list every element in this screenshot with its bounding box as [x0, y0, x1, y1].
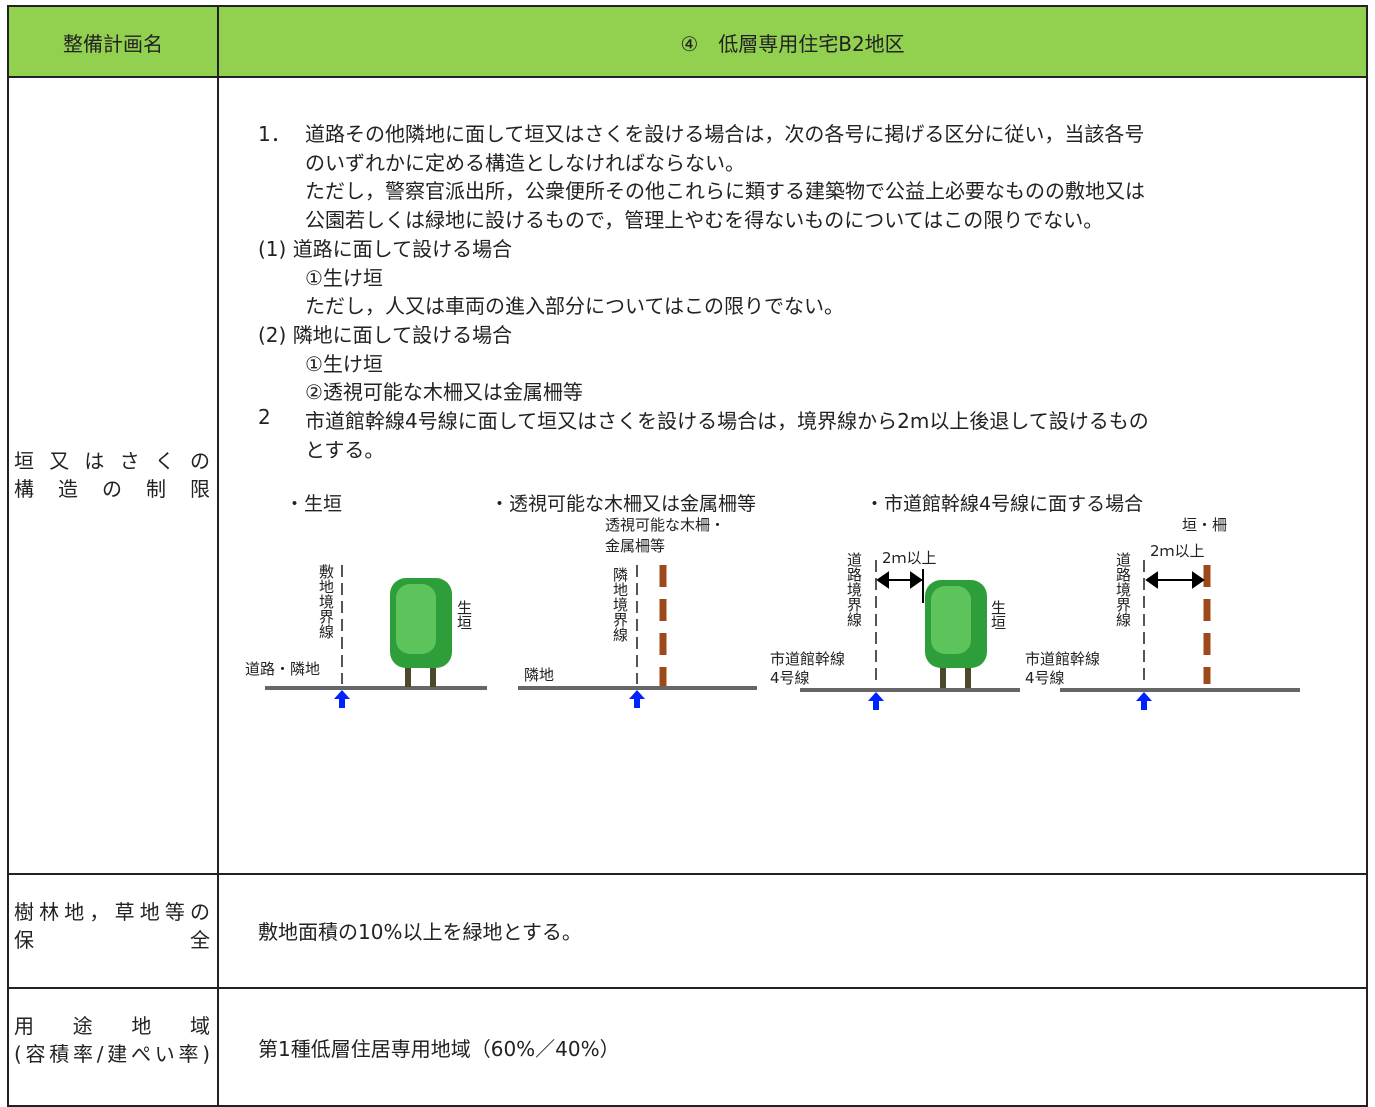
figure-label: 2ｍ以上	[882, 549, 937, 567]
body-text: 市道館幹線4号線に面して垣又はさくを設ける場合は，境界線から2m以上後退して設け…	[305, 409, 1149, 433]
header-cell	[217, 5, 1368, 78]
figure-caption: ・市道館幹線4号線に面する場合	[865, 493, 1144, 515]
tree	[390, 578, 987, 688]
figure-label: 市道館幹線	[770, 650, 846, 668]
body-text: 第1種低層住居専用地域（60%／40%）	[258, 1037, 620, 1061]
label-line: 樹林地，草地等の	[14, 900, 210, 924]
boundary	[341, 560, 1145, 686]
body-text: ②透視可能な木柵又は金属柵等	[305, 380, 583, 405]
body-text: 道路その他隣地に面して垣又はさくを設ける場合は，次の各号に掲げる区分に従い，当該…	[305, 122, 1145, 146]
row-label: 樹林地，草地等の 保全	[14, 898, 210, 954]
body-text: 敷地面積の10%以上を緑地とする。	[258, 920, 582, 944]
figure-label: 2ｍ以上	[1150, 542, 1205, 560]
header-text: ④ 低層専用住宅B2地区	[680, 32, 905, 56]
header-cell	[7, 5, 219, 78]
body-text: とする。	[305, 437, 385, 462]
vertical-label: 道路境界線	[845, 552, 863, 627]
vertical-label: 生垣	[455, 600, 473, 630]
figure-label: 市道館幹線	[1025, 650, 1101, 668]
figure-label: 4号線	[1025, 669, 1065, 687]
vertical-label: 隣地境界線	[611, 567, 629, 642]
figure-caption: ・生垣	[285, 493, 343, 515]
header-text: 整備計画名	[63, 32, 163, 56]
fence	[659, 565, 1211, 686]
label-line: 垣又はさくの	[14, 449, 210, 473]
figure-label: 金属柵等	[605, 537, 666, 555]
row-label: 用途地域 (容積率/建ぺい率)	[14, 1012, 210, 1068]
row-label: 垣又はさくの 構造の制限	[14, 447, 210, 503]
body-text: ①生け垣	[305, 265, 383, 290]
body-heading: (2) 隣地に面して設ける場合	[258, 322, 513, 347]
figure-label: 透視可能な木柵・	[605, 516, 726, 534]
figure-label: 隣地	[524, 666, 555, 684]
vertical-label: 敷地境界線	[317, 564, 335, 639]
arrow	[334, 690, 1152, 710]
body-text: ただし，人又は車両の進入部分についてはこの限りでない。	[305, 294, 844, 319]
body-text: ①生け垣	[305, 351, 383, 376]
body-text: 公園若しくは緑地に設けるもので，管理上やむを得ないものについてはこの限りでない。	[305, 208, 1104, 233]
body-heading: (1) 道路に面して設ける場合	[258, 236, 513, 261]
label-line: (容積率/建ぺい率)	[14, 1042, 210, 1066]
figure-label: 4号線	[770, 669, 810, 687]
body-text: ただし，警察官派出所，公衆便所その他これらに類する建築物で公益上必要なものの敷地…	[305, 179, 1145, 204]
vertical-label: 道路境界線	[1114, 552, 1132, 627]
distance	[876, 569, 1205, 603]
label-line: 構造の制限	[14, 477, 210, 501]
ground	[265, 686, 1300, 692]
figure-label: 道路・隣地	[245, 660, 321, 678]
label-line: 保全	[14, 928, 210, 952]
vertical-label: 生垣	[989, 600, 1007, 630]
figure-label: 垣・柵	[1182, 516, 1228, 534]
body-text: のいずれかに定める構造としなければならない。	[305, 150, 745, 175]
label-line: 用途地域	[14, 1014, 210, 1038]
list-marker: 1．	[258, 122, 291, 146]
figure-caption: ・透視可能な木柵又は金属柵等	[490, 493, 757, 515]
list-marker: 2	[258, 405, 271, 429]
